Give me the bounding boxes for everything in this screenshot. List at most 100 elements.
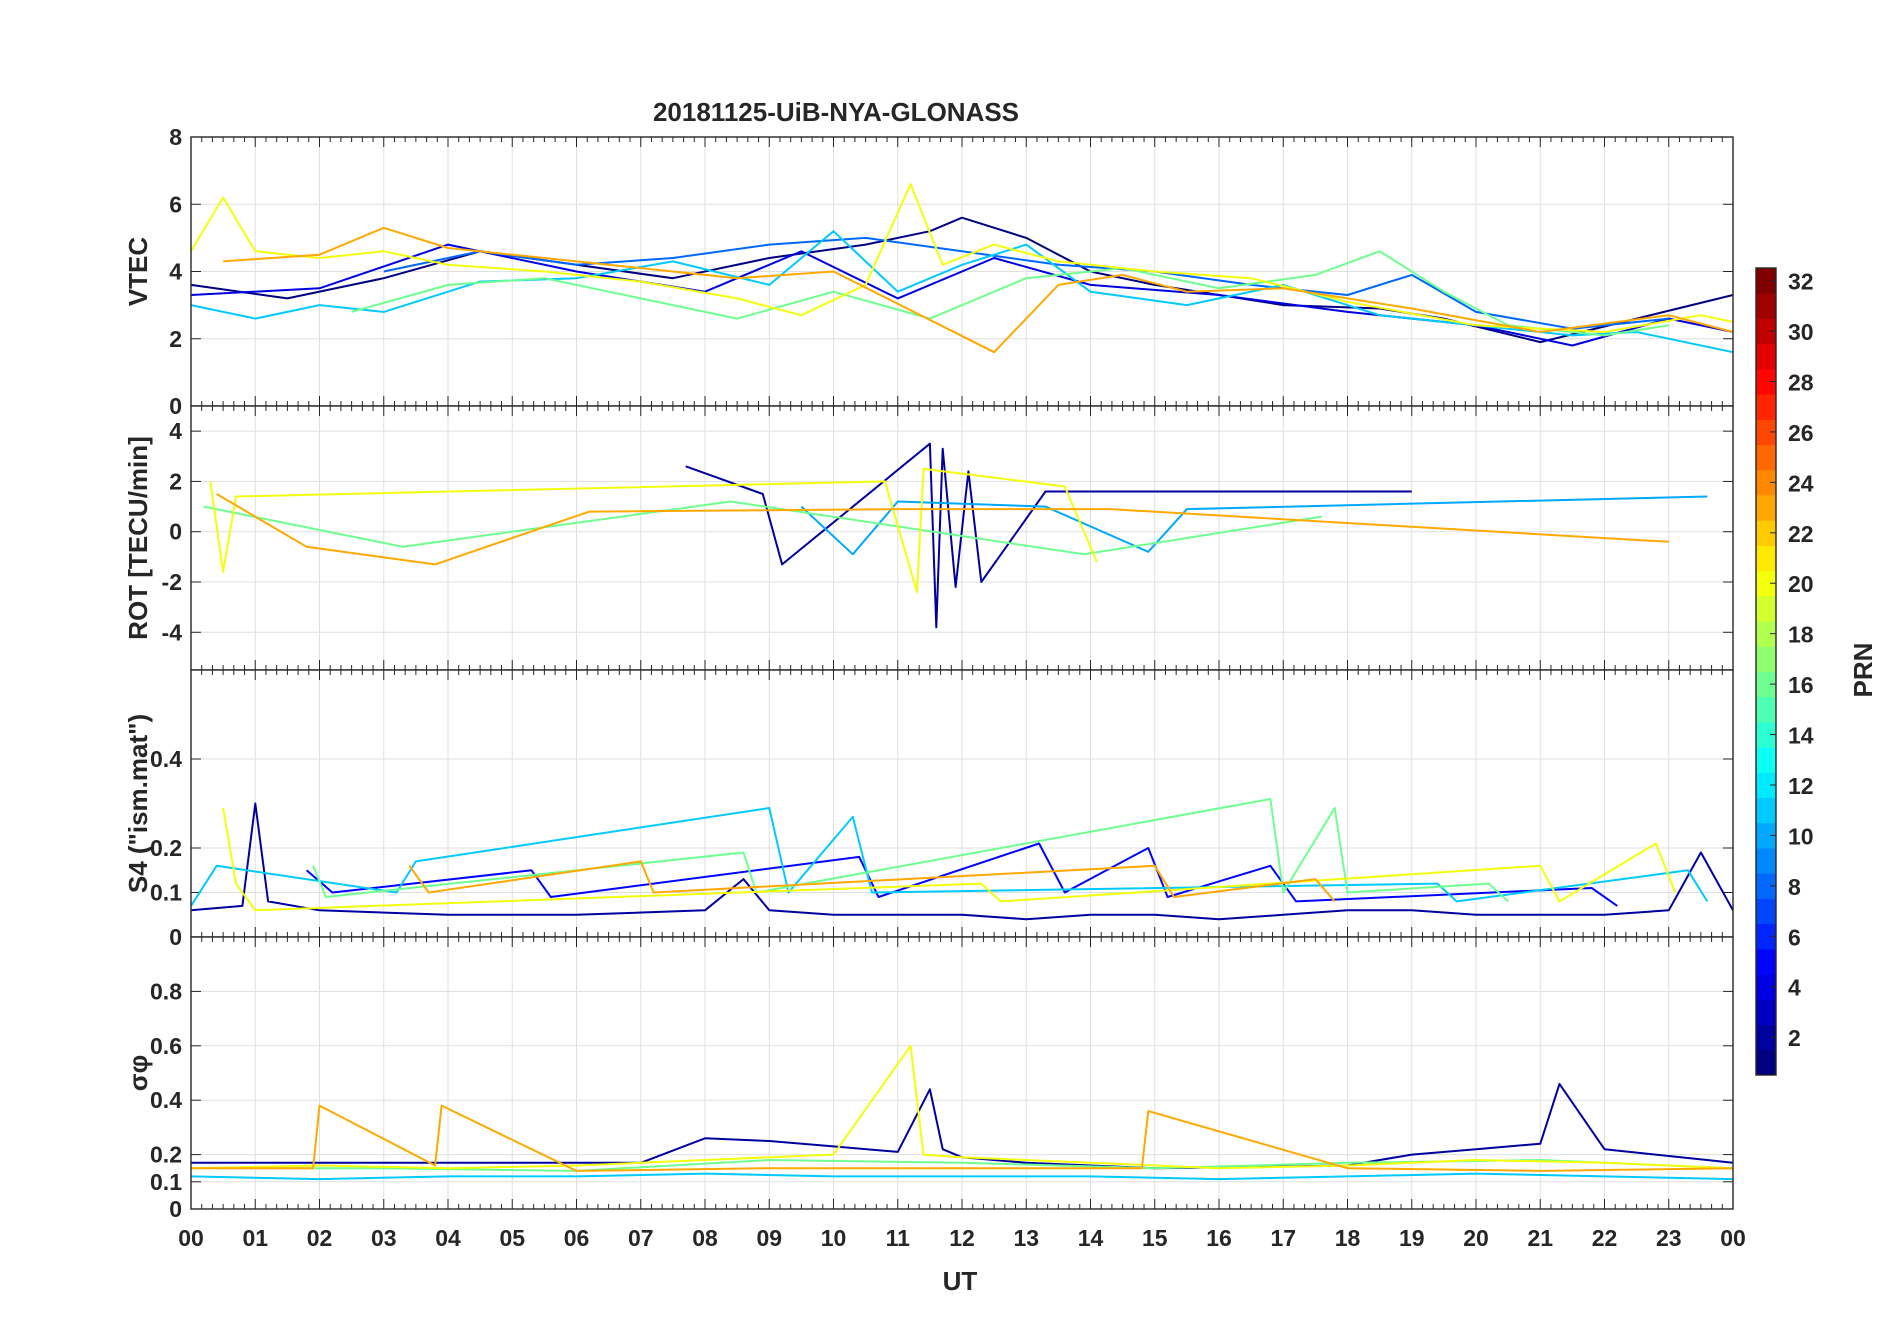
- colorbar-tick-label: 12: [1788, 773, 1814, 799]
- series-prn-23: [223, 226, 1734, 354]
- series-prn-2: [685, 442, 1412, 629]
- colorbar-tick-label: 22: [1788, 521, 1814, 547]
- colorbar-tick-label: 10: [1788, 823, 1814, 849]
- series-prn-2: [190, 802, 1734, 921]
- colorbar-segment: [1756, 318, 1776, 345]
- x-tick-label: 00: [1720, 1225, 1746, 1251]
- colorbar-segment: [1756, 898, 1776, 925]
- y-tick-label: 0.4: [150, 746, 182, 772]
- colorbar-segment: [1756, 747, 1776, 773]
- y-tick-label: 4: [169, 259, 182, 285]
- y-axis-label: S4 ("ism.mat"): [123, 714, 153, 893]
- x-tick-label: 22: [1592, 1225, 1618, 1251]
- colorbar-segment: [1756, 999, 1776, 1026]
- colorbar-segment: [1756, 873, 1776, 899]
- series-prn-8: [383, 236, 1669, 330]
- colorbar-tick-label: 16: [1788, 672, 1814, 698]
- y-axis-label: σφ: [123, 1055, 153, 1091]
- x-tick-label: 01: [242, 1225, 268, 1251]
- colorbar-segment: [1756, 822, 1776, 849]
- colorbar-frame: [1755, 267, 1777, 1076]
- colorbar-segment: [1756, 621, 1776, 647]
- colorbar-segment: [1756, 444, 1776, 471]
- y-tick-label: 2: [169, 326, 182, 352]
- x-tick-label: 02: [307, 1225, 333, 1251]
- y-tick-label: 0.2: [150, 835, 182, 861]
- series-prn-10: [800, 495, 1708, 556]
- series-prn-23: [216, 493, 1669, 566]
- x-tick-label: 13: [1013, 1225, 1039, 1251]
- series-prn-20: [190, 183, 1734, 333]
- panel-4: 00.10.2 0.4 0.6 0.8 σφ: [123, 936, 1734, 1222]
- y-tick-label: 8: [169, 124, 182, 150]
- y-tick-label: 0.6: [150, 1033, 182, 1059]
- x-tick-label: 11: [886, 1225, 911, 1251]
- x-tick-label: 15: [1142, 1225, 1168, 1251]
- colorbar-tick-label: 24: [1788, 470, 1814, 496]
- colorbar-segment: [1756, 1024, 1776, 1051]
- series-prn-23: [408, 860, 1336, 903]
- colorbar-tick-label: 18: [1788, 622, 1814, 648]
- x-tick-label: 18: [1335, 1225, 1361, 1251]
- x-tick-label: 12: [949, 1225, 975, 1251]
- x-axis-label: UT: [943, 1266, 978, 1296]
- colorbar-tick-label: 2: [1788, 1025, 1801, 1051]
- colorbar-tick-label: 14: [1788, 723, 1814, 749]
- colorbar-segment: [1756, 570, 1776, 597]
- panel-1: 0 2 4 6 8 VTEC: [123, 124, 1734, 419]
- panel-2: -4 -2 0 2 4 ROT [TECU/min]: [123, 405, 1734, 671]
- colorbar-segment: [1756, 696, 1776, 723]
- colorbar-tick-label: 4: [1788, 975, 1801, 1001]
- y-tick-label: 2: [169, 468, 182, 494]
- colorbar-segment: [1756, 419, 1776, 446]
- colorbar-segment: [1756, 772, 1776, 799]
- x-tick-label: 03: [371, 1225, 397, 1251]
- y-tick-label: 0.1: [150, 1169, 182, 1195]
- x-tick-label: 00: [178, 1225, 204, 1251]
- colorbar-segment: [1756, 1049, 1776, 1076]
- x-tick-label: 08: [692, 1225, 718, 1251]
- colorbar-tick-label: 28: [1788, 369, 1814, 395]
- series-prn-23: [191, 1104, 1734, 1172]
- series-prn-2: [191, 1082, 1734, 1170]
- series-prn-16: [203, 500, 1322, 556]
- y-tick-label: 0: [169, 393, 182, 419]
- y-tick-label: 0: [169, 924, 182, 950]
- x-tick-label: 09: [756, 1225, 782, 1251]
- y-tick-label: -2: [162, 569, 182, 595]
- colorbar-segment: [1756, 368, 1776, 395]
- chart-title: 20181125-UiB-NYA-GLONASS: [653, 97, 1019, 127]
- colorbar-tick-label: 20: [1788, 571, 1814, 597]
- x-tick-label: 23: [1656, 1225, 1682, 1251]
- x-tick-label: 21: [1527, 1225, 1553, 1251]
- panel-frame: [190, 936, 1734, 1210]
- colorbar-segment: [1756, 394, 1776, 420]
- series-prn-20: [190, 1044, 1734, 1170]
- colorbar-segment: [1756, 545, 1776, 572]
- x-tick-label: 10: [821, 1225, 847, 1251]
- colorbar-segment: [1756, 671, 1776, 698]
- y-axis-label: VTEC: [123, 237, 153, 307]
- series-prn-20: [222, 807, 1677, 912]
- colorbar-tick-label: 32: [1788, 269, 1814, 295]
- x-tick-label: 17: [1270, 1225, 1296, 1251]
- colorbar-tick-label: 30: [1788, 319, 1814, 345]
- colorbar-label: PRN: [1848, 643, 1878, 698]
- y-axis-label: ROT [TECU/min]: [123, 436, 153, 640]
- colorbar-tick-label: 6: [1788, 924, 1801, 950]
- colorbar-segment: [1756, 848, 1776, 874]
- x-axis-ticks: 00 01 02 03 04 05 06 07 08 09 10 11 12 13 14 15 16 17 18 19…: [178, 1225, 1746, 1251]
- colorbar-segment: [1756, 923, 1776, 950]
- colorbar-segment: [1756, 595, 1776, 622]
- y-tick-label: -4: [162, 619, 183, 645]
- colorbar-tick-label: 26: [1788, 420, 1814, 446]
- x-tick-label: 20: [1463, 1225, 1489, 1251]
- y-tick-label: 0: [169, 1196, 182, 1222]
- y-tick-label: 0: [169, 519, 182, 545]
- series-prn-11: [190, 1172, 1734, 1181]
- x-tick-label: 19: [1399, 1225, 1425, 1251]
- y-tick-label: 6: [169, 191, 182, 217]
- colorbar-segment: [1756, 469, 1776, 496]
